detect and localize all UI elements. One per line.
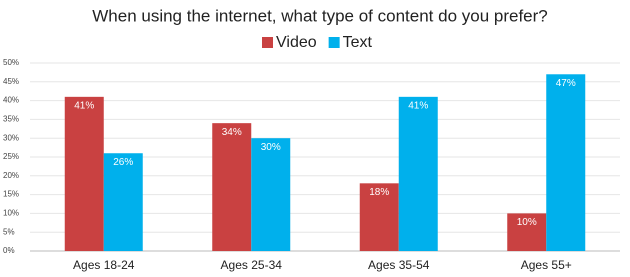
bar [251, 138, 291, 251]
y-tick-label: 15% [3, 190, 19, 199]
x-tick-label: Ages 55+ [521, 258, 572, 272]
value-label: 41% [74, 100, 94, 111]
bar [64, 96, 104, 251]
y-tick-label: 30% [3, 133, 19, 142]
y-tick-label: 50% [3, 58, 19, 67]
bar [212, 123, 252, 251]
y-tick-label: 35% [3, 115, 19, 124]
x-tick-label: Ages 18-24 [73, 258, 135, 272]
bar [103, 153, 143, 251]
legend-label: Video [276, 34, 317, 51]
bar [359, 183, 399, 251]
legend-label: Text [343, 34, 373, 51]
chart-title: When using the internet, what type of co… [92, 6, 548, 25]
y-tick-label: 10% [3, 209, 19, 218]
value-label: 18% [369, 187, 389, 198]
bar [507, 213, 547, 251]
value-label: 10% [517, 217, 537, 228]
y-tick-label: 40% [3, 96, 19, 105]
y-tick-label: 5% [3, 227, 15, 236]
value-label: 41% [408, 100, 428, 111]
x-tick-label: Ages 35-54 [368, 258, 430, 272]
bar [398, 96, 438, 251]
x-tick-label: Ages 25-34 [221, 258, 283, 272]
y-tick-label: 25% [3, 152, 19, 161]
bar [546, 74, 586, 251]
legend-swatch [328, 37, 340, 48]
legend-swatch [262, 37, 273, 48]
y-tick-label: 0% [3, 246, 15, 255]
y-tick-label: 20% [3, 171, 19, 180]
value-label: 26% [113, 157, 133, 168]
value-label: 30% [261, 142, 281, 153]
value-label: 47% [556, 78, 576, 89]
y-tick-label: 45% [3, 77, 19, 86]
value-label: 34% [222, 127, 242, 138]
